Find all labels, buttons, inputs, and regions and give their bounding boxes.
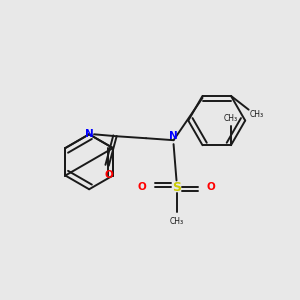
- Text: S: S: [172, 181, 181, 194]
- Text: N: N: [85, 129, 94, 139]
- Text: CH₃: CH₃: [169, 217, 184, 226]
- Text: O: O: [104, 169, 113, 179]
- Text: O: O: [138, 182, 146, 192]
- Text: N: N: [169, 131, 178, 141]
- Text: CH₃: CH₃: [224, 114, 238, 123]
- Text: CH₃: CH₃: [249, 110, 264, 119]
- Text: O: O: [206, 182, 215, 192]
